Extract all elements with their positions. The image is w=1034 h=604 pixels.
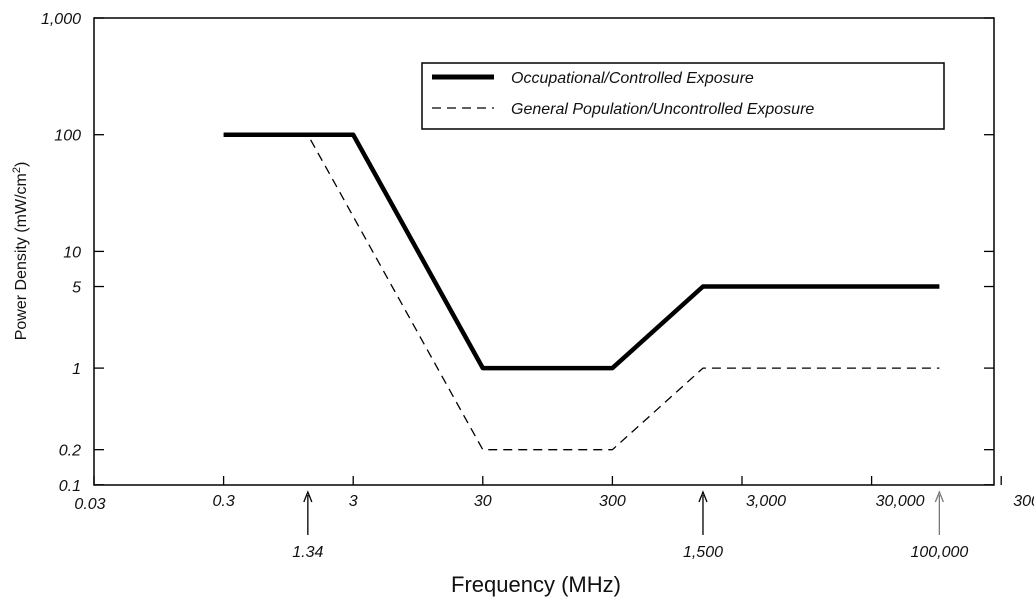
annotation-arrowhead-100-000 — [934, 490, 944, 503]
y-tick-label-0-1: 0.1 — [59, 478, 81, 495]
x-tick-label-3: 3 — [349, 493, 358, 510]
legend-label-occupational: Occupational/Controlled Exposure — [511, 70, 754, 87]
x-tick-label-3-000: 3,000 — [746, 493, 786, 510]
x-axis-ticks: 0.03 0.3 3 30 300 3,000 30,000 300,000 — [74, 476, 1034, 513]
x-tick-label-30-000: 30,000 — [876, 493, 925, 510]
y-tick-label-5: 5 — [72, 280, 81, 297]
y-tick-label-0-2: 0.2 — [59, 443, 81, 460]
y-tick-label-1: 1 — [72, 361, 81, 378]
y-axis-ticks: 0.1 0.2 1 5 10 100 1,000 — [41, 11, 994, 495]
y-tick-label-10: 10 — [63, 244, 81, 261]
annotation-label-100-000: 100,000 — [910, 544, 968, 561]
x-tick-label-0-3: 0.3 — [212, 493, 234, 510]
x-axis-title: Frequency (MHz) — [451, 572, 621, 597]
annotation-label-1-34: 1.34 — [292, 544, 323, 561]
legend-label-general: General Population/Uncontrolled Exposure — [511, 101, 814, 118]
annotation-arrowhead-1-34 — [303, 490, 313, 503]
x-tick-label-0-03: 0.03 — [74, 496, 105, 513]
legend: Occupational/Controlled Exposure General… — [421, 62, 945, 130]
series-layer — [223, 132, 940, 451]
annotation-layer: 1.34 1,500 100,000 — [292, 490, 968, 561]
legend-box — [421, 62, 945, 130]
y-tick-label-1-000: 1,000 — [41, 11, 81, 28]
y-axis-title-end: ) — [13, 162, 30, 167]
x-tick-label-30: 30 — [474, 493, 492, 510]
y-axis-title: Power Density (mW/cm2) — [11, 162, 30, 341]
series-line-general-population — [223, 134, 940, 451]
x-tick-label-300-000: 300,000 — [1013, 493, 1034, 510]
annotation-label-1-500: 1,500 — [683, 544, 723, 561]
y-axis-title-main: Power Density (mW/cm — [13, 173, 30, 340]
y-tick-label-100: 100 — [54, 128, 81, 145]
series-line-occupational — [223, 132, 940, 371]
y-axis-title-superscript: 2 — [11, 167, 23, 173]
annotation-arrowhead-1-500 — [698, 490, 708, 503]
x-tick-label-300: 300 — [599, 493, 626, 510]
